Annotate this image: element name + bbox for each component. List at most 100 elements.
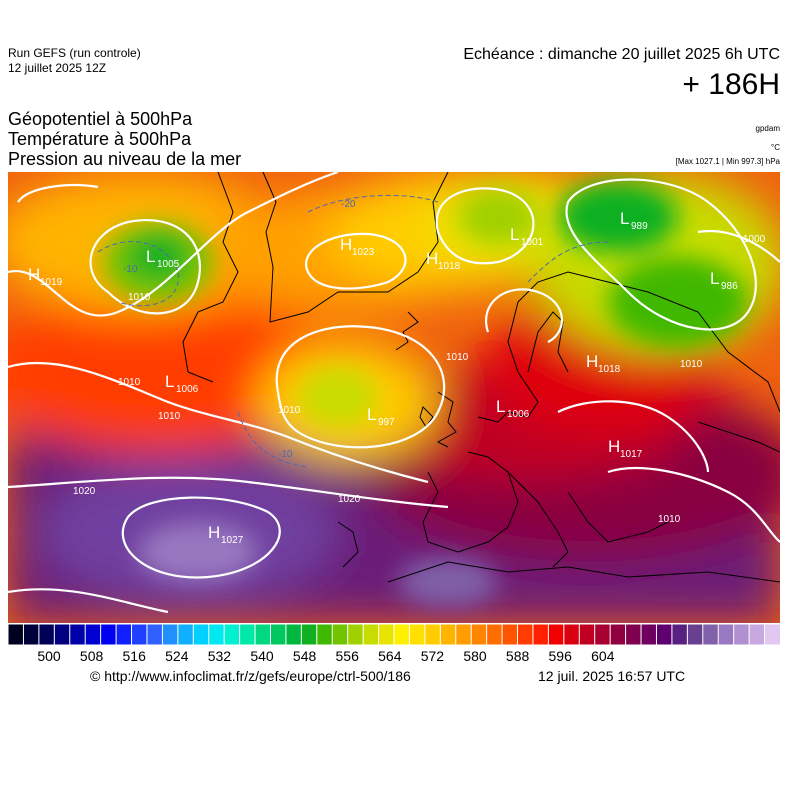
colorbar-label: 596 — [548, 648, 572, 664]
svg-text:1018: 1018 — [438, 261, 461, 272]
isobar-label: 1000 — [743, 234, 766, 245]
colorbar-swatch — [393, 623, 411, 646]
pressure-center: L 1006 — [496, 397, 530, 420]
colorbar-swatch — [686, 623, 704, 646]
colorbar-label: 524 — [165, 648, 189, 664]
isobar-label: 1020 — [338, 494, 361, 505]
pressure-center: H 1019 — [28, 265, 63, 288]
colorbar-swatch — [84, 623, 102, 646]
colorbar-swatch — [764, 623, 781, 646]
weather-map[interactable]: 1010 1010 1010 1010 1010 1010 1010 1020 … — [8, 172, 780, 623]
svg-text:H: H — [608, 437, 620, 456]
colorbar-swatch — [223, 623, 241, 646]
temperature-label: -10 — [278, 449, 293, 460]
colorbar-swatch — [131, 623, 148, 646]
colorbar-swatch — [239, 623, 257, 646]
isobar-labels: 1010 1010 1010 1010 1010 1010 1010 1020 … — [73, 234, 766, 525]
svg-text:L: L — [710, 269, 719, 288]
colorbar-label: 548 — [292, 648, 317, 664]
colorbar-swatch — [532, 623, 550, 646]
colorbar-swatch — [594, 623, 612, 646]
parameter-geopotential: Géopotentiel à 500hPa — [8, 109, 193, 129]
svg-text:L: L — [510, 225, 519, 244]
colorbar-swatch — [655, 623, 673, 646]
colorbar-label: 540 — [250, 648, 274, 664]
temperature-labels: -20 -10 -10 — [123, 199, 356, 460]
colorbar-swatch — [269, 623, 287, 646]
colorbar-swatch — [424, 623, 442, 646]
isobar-label: 1010 — [658, 514, 681, 525]
parameter-pressure: Pression au niveau de la mer — [8, 149, 242, 169]
colorbar-swatch — [38, 623, 56, 646]
valid-time: Echéance : dimanche 20 juillet 2025 6h U… — [463, 46, 780, 63]
svg-text:986: 986 — [721, 281, 738, 292]
colorbar-swatch — [115, 623, 133, 646]
colorbar-swatch — [69, 623, 87, 646]
colorbar-swatch — [362, 623, 380, 646]
geopotential-field — [8, 172, 780, 623]
isobar-label: 1020 — [73, 486, 96, 497]
svg-text:1019: 1019 — [40, 277, 63, 288]
isobar-label: 1010 — [446, 352, 469, 363]
colorbar-swatch — [625, 623, 643, 646]
svg-text:H: H — [28, 265, 40, 284]
run-name: Run GEFS (run controle) — [8, 46, 141, 60]
colorbar-svg — [7, 623, 781, 646]
unit-pressure-range: [Max 1027.1 | Min 997.3] hPa — [675, 157, 780, 166]
colorbar-swatch — [439, 623, 457, 646]
colorbar-swatch — [486, 623, 504, 646]
colorbar-swatch — [192, 623, 210, 646]
svg-text:1017: 1017 — [620, 449, 643, 460]
colorbar-swatch — [517, 623, 534, 646]
svg-text:L: L — [620, 209, 629, 228]
colorbar-swatch — [208, 623, 226, 646]
colorbar-label: 564 — [378, 648, 402, 664]
colorbar-swatch — [470, 623, 488, 646]
colorbar-swatch — [717, 623, 735, 646]
colorbar-label: 508 — [79, 648, 104, 664]
svg-text:1005: 1005 — [157, 259, 180, 270]
colorbar-swatch — [177, 623, 195, 646]
isobar-label: 1010 — [278, 405, 301, 416]
colorbar-swatch — [316, 623, 334, 646]
colorbar-swatch — [300, 623, 318, 646]
pressure-center: H 1018 — [426, 249, 461, 272]
pressure-center: H 1018 — [586, 352, 621, 375]
colorbar — [7, 623, 781, 646]
svg-text:L: L — [367, 405, 376, 424]
colorbar-label: 572 — [420, 648, 445, 664]
temperature-contours — [97, 194, 609, 468]
unit-temperature: °C — [771, 143, 780, 152]
colorbar-swatch — [640, 623, 658, 646]
pressure-center: L 1001 — [510, 225, 544, 248]
colorbar-swatch — [563, 623, 581, 646]
colorbar-swatch — [671, 623, 689, 646]
isobar-label: 1010 — [118, 377, 141, 388]
svg-text:L: L — [496, 397, 505, 416]
colorbar-swatch — [455, 623, 473, 646]
temperature-label: -10 — [123, 264, 138, 275]
colorbar-swatch — [100, 623, 118, 646]
colorbar-label: 580 — [463, 648, 487, 664]
colorbar-swatch — [547, 623, 565, 646]
svg-text:1006: 1006 — [507, 409, 530, 420]
svg-text:H: H — [208, 523, 220, 542]
pressure-center: H 1023 — [340, 235, 375, 258]
pressure-center: L 989 — [620, 209, 648, 232]
colorbar-swatch — [748, 623, 766, 646]
svg-text:1006: 1006 — [176, 384, 199, 395]
svg-text:H: H — [426, 249, 438, 268]
colorbar-swatch — [285, 623, 303, 646]
colorbar-label: 516 — [122, 648, 146, 664]
svg-text:L: L — [146, 247, 155, 266]
colorbar-label: 500 — [37, 648, 61, 664]
colorbar-swatch — [347, 623, 365, 646]
colorbar-swatch — [578, 623, 596, 646]
run-date: 12 juillet 2025 12Z — [8, 61, 107, 75]
svg-text:1023: 1023 — [352, 247, 375, 258]
isobars — [8, 172, 780, 614]
colorbar-swatch — [254, 623, 272, 646]
svg-text:L: L — [165, 372, 174, 391]
colorbar-label: 532 — [207, 648, 232, 664]
copyright-link[interactable]: © http://www.infoclimat.fr/z/gefs/europe… — [90, 668, 411, 684]
